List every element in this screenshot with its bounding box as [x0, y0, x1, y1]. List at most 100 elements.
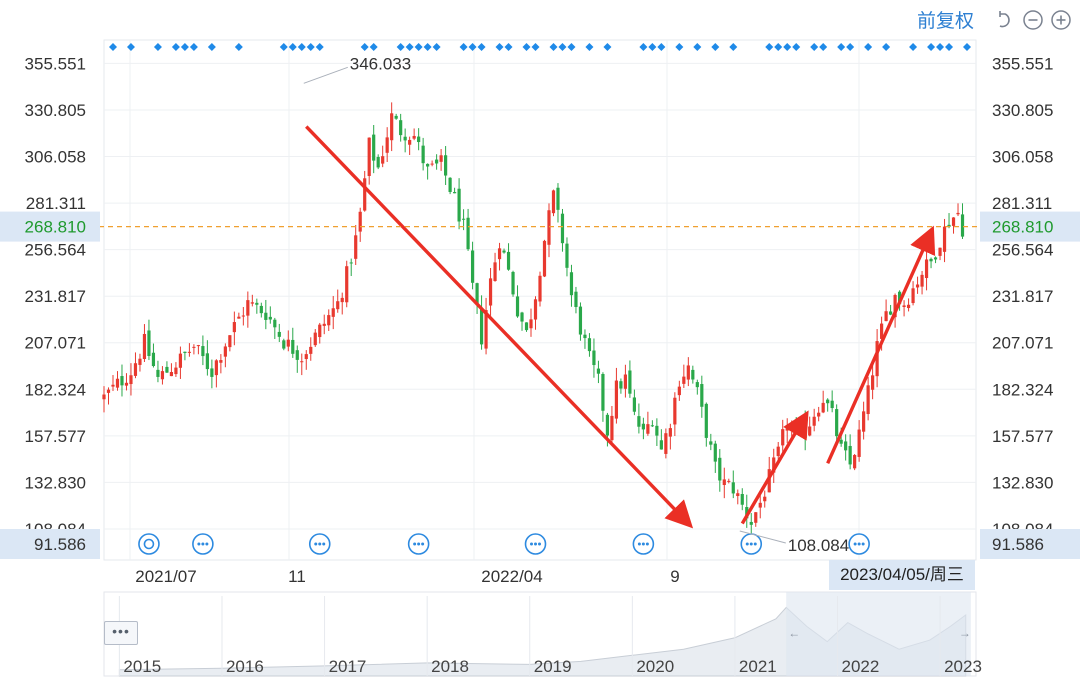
- event-marker-icon[interactable]: [963, 43, 972, 51]
- candle[interactable]: [246, 291, 250, 328]
- more-dots-icon[interactable]: [632, 533, 655, 555]
- candle[interactable]: [951, 217, 956, 234]
- candle[interactable]: [228, 335, 232, 352]
- more-dots-icon[interactable]: [848, 533, 870, 555]
- candle[interactable]: [853, 453, 857, 471]
- candle[interactable]: [165, 361, 169, 373]
- candle[interactable]: [682, 364, 686, 389]
- candle[interactable]: [821, 390, 825, 414]
- candle[interactable]: [237, 312, 241, 319]
- candle[interactable]: [403, 128, 407, 153]
- candle[interactable]: [264, 299, 268, 330]
- candle[interactable]: [448, 177, 452, 195]
- candle[interactable]: [219, 354, 223, 374]
- event-marker-icon[interactable]: [648, 43, 657, 51]
- candle[interactable]: [754, 512, 758, 527]
- candle[interactable]: [354, 224, 358, 265]
- candle[interactable]: [390, 102, 394, 152]
- candle[interactable]: [727, 478, 731, 484]
- candle[interactable]: [956, 203, 960, 217]
- candle[interactable]: [947, 213, 951, 229]
- event-marker-icon[interactable]: [711, 43, 720, 51]
- candle[interactable]: [241, 307, 245, 326]
- candle[interactable]: [232, 311, 236, 346]
- candle[interactable]: [349, 258, 353, 277]
- candle[interactable]: [502, 248, 506, 254]
- candle[interactable]: [929, 257, 933, 269]
- candle[interactable]: [435, 154, 439, 170]
- event-marker-icon[interactable]: [297, 43, 306, 51]
- candle[interactable]: [363, 170, 367, 212]
- event-marker-icon[interactable]: [864, 43, 873, 51]
- candle[interactable]: [812, 408, 816, 432]
- event-marker-icon[interactable]: [315, 43, 324, 51]
- candle[interactable]: [686, 357, 690, 387]
- news-icon[interactable]: [138, 533, 160, 555]
- candle[interactable]: [709, 433, 713, 451]
- candle[interactable]: [192, 344, 196, 355]
- event-marker-icon[interactable]: [288, 43, 297, 51]
- candle[interactable]: [205, 340, 209, 376]
- more-dots-button[interactable]: •••: [104, 621, 138, 645]
- candle[interactable]: [430, 160, 434, 167]
- candle[interactable]: [259, 302, 263, 318]
- candle[interactable]: [452, 187, 457, 194]
- candle[interactable]: [169, 363, 174, 377]
- candle[interactable]: [569, 264, 574, 307]
- candle[interactable]: [722, 467, 726, 499]
- candle[interactable]: [574, 286, 578, 314]
- candle[interactable]: [493, 252, 497, 282]
- candle[interactable]: [713, 440, 717, 473]
- candle[interactable]: [151, 343, 156, 368]
- candle[interactable]: [650, 420, 654, 427]
- event-marker-icon[interactable]: [432, 43, 441, 51]
- candle[interactable]: [106, 387, 111, 405]
- event-marker-icon[interactable]: [495, 43, 504, 51]
- candle[interactable]: [664, 428, 668, 459]
- candle[interactable]: [376, 154, 380, 170]
- candle[interactable]: [866, 376, 870, 421]
- candle[interactable]: [511, 270, 515, 297]
- event-marker-icon[interactable]: [837, 43, 846, 51]
- candle[interactable]: [538, 271, 542, 307]
- candle[interactable]: [111, 375, 115, 392]
- event-marker-icon[interactable]: [693, 43, 702, 51]
- candle[interactable]: [412, 128, 416, 141]
- candle[interactable]: [331, 295, 335, 330]
- candle[interactable]: [520, 311, 524, 331]
- candle[interactable]: [178, 346, 183, 379]
- candle[interactable]: [763, 490, 767, 508]
- candle[interactable]: [641, 417, 645, 440]
- candle[interactable]: [115, 371, 120, 391]
- candle[interactable]: [322, 314, 326, 335]
- candle[interactable]: [133, 352, 138, 379]
- zoom-in-icon[interactable]: [1050, 9, 1072, 31]
- candle[interactable]: [309, 337, 313, 361]
- candle[interactable]: [156, 360, 160, 383]
- event-marker-icon[interactable]: [396, 43, 405, 51]
- candle[interactable]: [587, 333, 592, 357]
- candle[interactable]: [421, 137, 425, 171]
- candle[interactable]: [345, 260, 349, 308]
- candle[interactable]: [417, 128, 421, 151]
- candle[interactable]: [457, 178, 461, 230]
- candle[interactable]: [313, 329, 317, 347]
- zoom-out-icon[interactable]: [1022, 9, 1044, 31]
- candle[interactable]: [691, 365, 695, 384]
- adjust-mode-button[interactable]: 前复权: [916, 11, 974, 32]
- candle[interactable]: [776, 441, 780, 460]
- candle[interactable]: [942, 218, 947, 263]
- event-marker-icon[interactable]: [522, 43, 531, 51]
- candle[interactable]: [677, 380, 681, 401]
- candle[interactable]: [614, 367, 619, 424]
- candle[interactable]: [381, 145, 385, 168]
- candle[interactable]: [470, 241, 475, 290]
- candle[interactable]: [542, 239, 547, 278]
- candle[interactable]: [915, 276, 920, 294]
- candle[interactable]: [830, 390, 834, 413]
- candle[interactable]: [920, 270, 924, 295]
- event-marker-icon[interactable]: [657, 43, 666, 51]
- event-marker-icon[interactable]: [846, 43, 855, 51]
- candle[interactable]: [556, 183, 560, 223]
